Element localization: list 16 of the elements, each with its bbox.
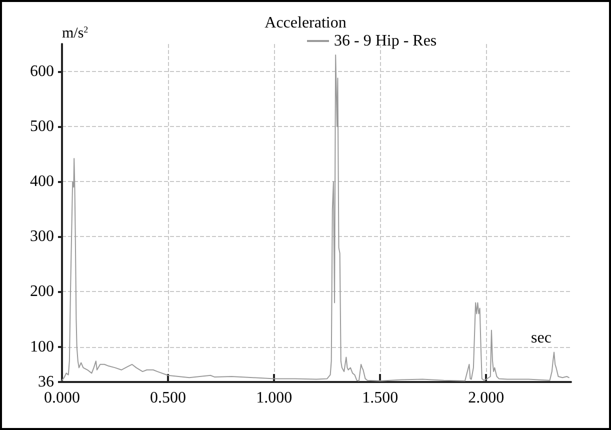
x-tick-label: 0.000 bbox=[44, 390, 80, 406]
y-tick-label: 100 bbox=[30, 338, 54, 356]
x-tick-label: 1.000 bbox=[256, 390, 292, 406]
x-tick-label: 1.500 bbox=[362, 390, 398, 406]
legend-label: 36 - 9 Hip - Res bbox=[334, 32, 437, 50]
chart-title: Acceleration bbox=[264, 14, 346, 32]
y-tick-label: 600 bbox=[30, 63, 54, 80]
y-tick-label: 400 bbox=[30, 173, 54, 190]
y-tick-label: 200 bbox=[30, 283, 54, 300]
x-tick-label: 2.000 bbox=[468, 390, 504, 406]
x-tick-label: 0.500 bbox=[150, 390, 186, 406]
y-tick-label: 500 bbox=[30, 118, 54, 136]
y-tick-label: 36 bbox=[38, 374, 54, 390]
line-series bbox=[62, 54, 570, 382]
x-axis-title: sec bbox=[531, 330, 552, 346]
y-tick-label: 300 bbox=[30, 228, 54, 246]
